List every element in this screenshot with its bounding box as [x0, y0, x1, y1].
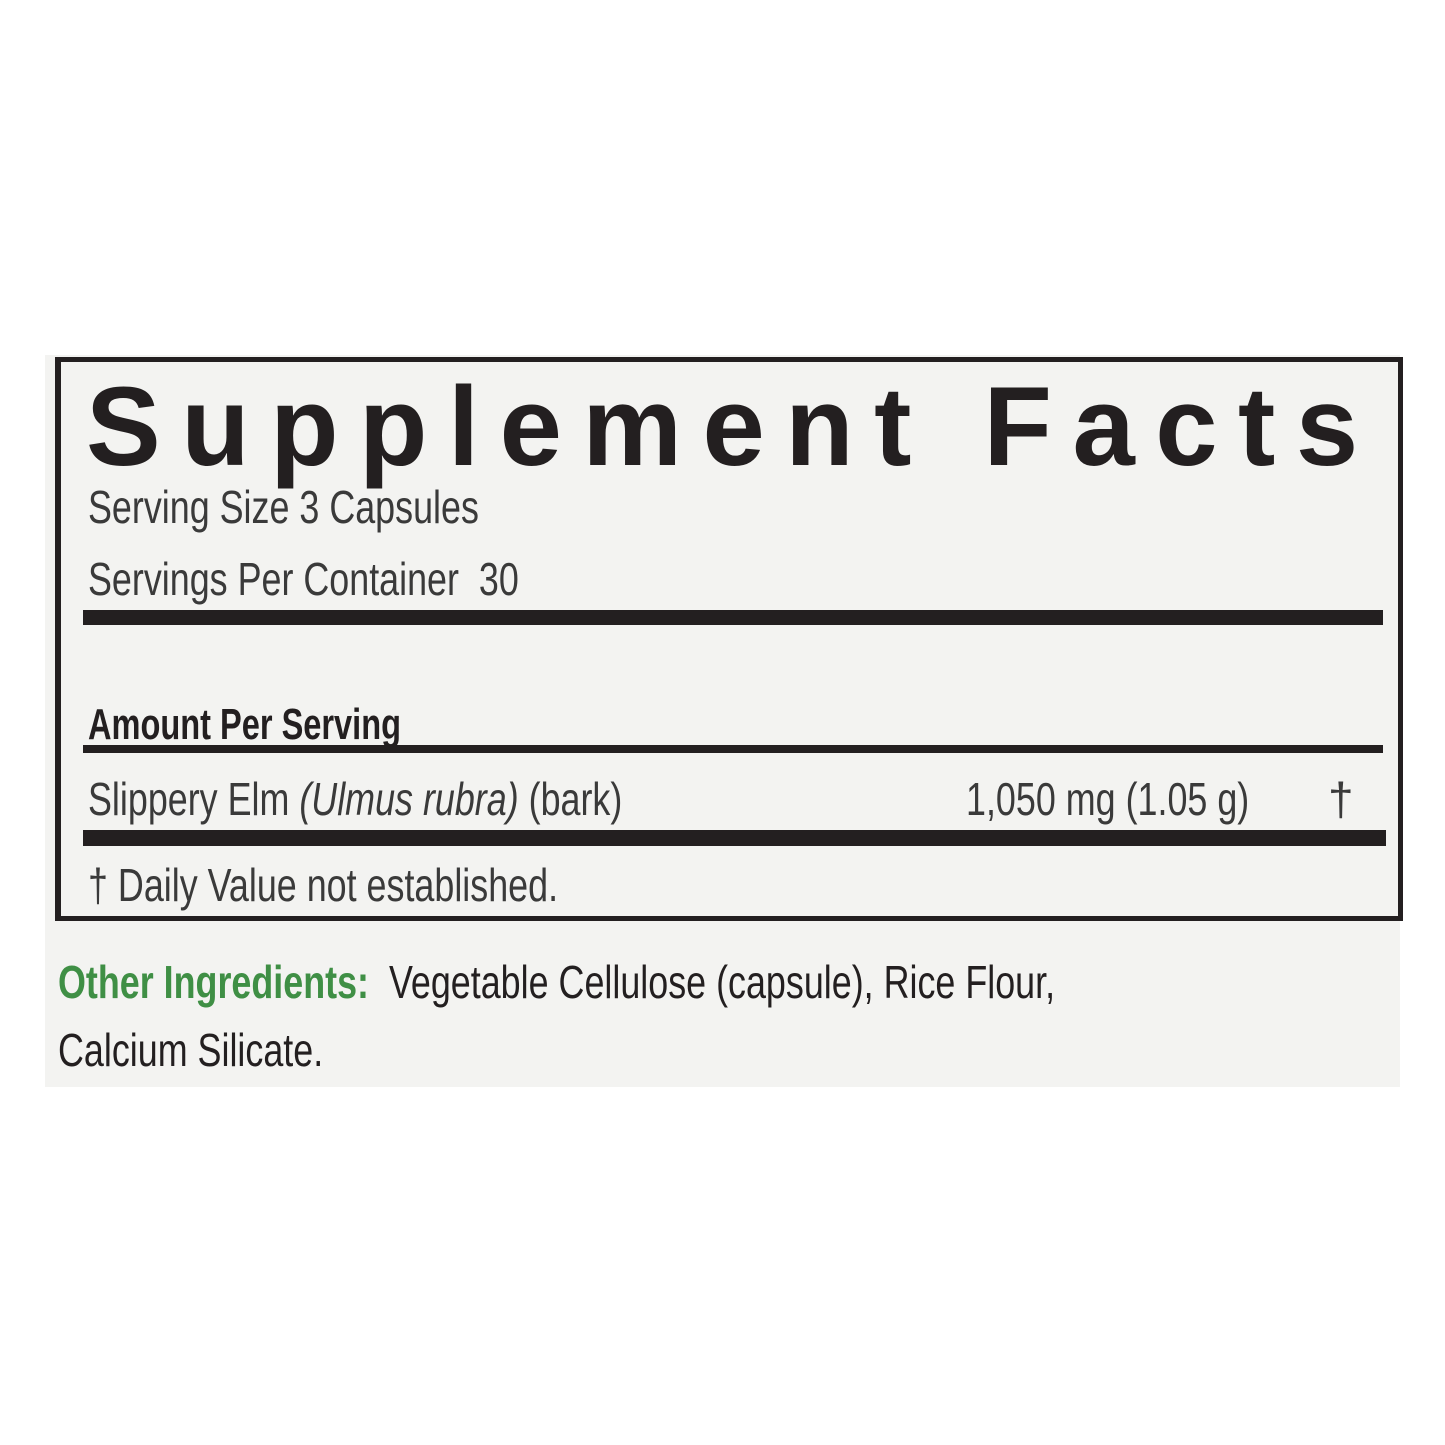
thick-divider [83, 830, 1386, 846]
panel-title: Supplement Facts [86, 364, 1379, 489]
ingredient-dv: † [1328, 773, 1354, 825]
footnote-text: † Daily Value not established. [88, 859, 559, 911]
amount-header-text: Amount Per Serving [88, 700, 401, 749]
serving-size: Serving Size 3 Capsules [88, 480, 589, 534]
other-ingredients-continued: Calcium Silicate. [58, 1023, 398, 1077]
other-ingredients: Other Ingredients: Vegetable Cellulose (… [58, 955, 1336, 1009]
ingredient-amount: 1,050 mg (1.05 g) [966, 772, 1329, 826]
other-ingredients-label: Other Ingredients: [58, 956, 370, 1008]
servings-per-container-text: Servings Per Container 30 [88, 553, 519, 605]
ingredient-latin-name: (Ulmus rubra) [299, 773, 519, 825]
other-ingredients-line2: Calcium Silicate. [58, 1024, 324, 1076]
ingredient-part: (bark) [518, 773, 623, 825]
other-ingredients-line1: Vegetable Cellulose (capsule), Rice Flou… [388, 956, 1056, 1008]
servings-per-container: Servings Per Container 30 [88, 552, 640, 606]
amount-per-serving-header: Amount Per Serving [88, 700, 511, 750]
thick-divider [83, 610, 1383, 625]
ingredient-amount-text: 1,050 mg (1.05 g) [966, 773, 1250, 825]
footnote: † Daily Value not established. [88, 858, 691, 912]
ingredient-row: Slippery Elm (Ulmus rubra) (bark) [88, 772, 773, 826]
ingredient-name: Slippery Elm [88, 773, 300, 825]
supplement-facts-panel [55, 357, 1403, 921]
thin-divider [83, 745, 1383, 753]
label-background [45, 355, 1400, 1087]
serving-size-text: Serving Size 3 Capsules [88, 481, 479, 533]
